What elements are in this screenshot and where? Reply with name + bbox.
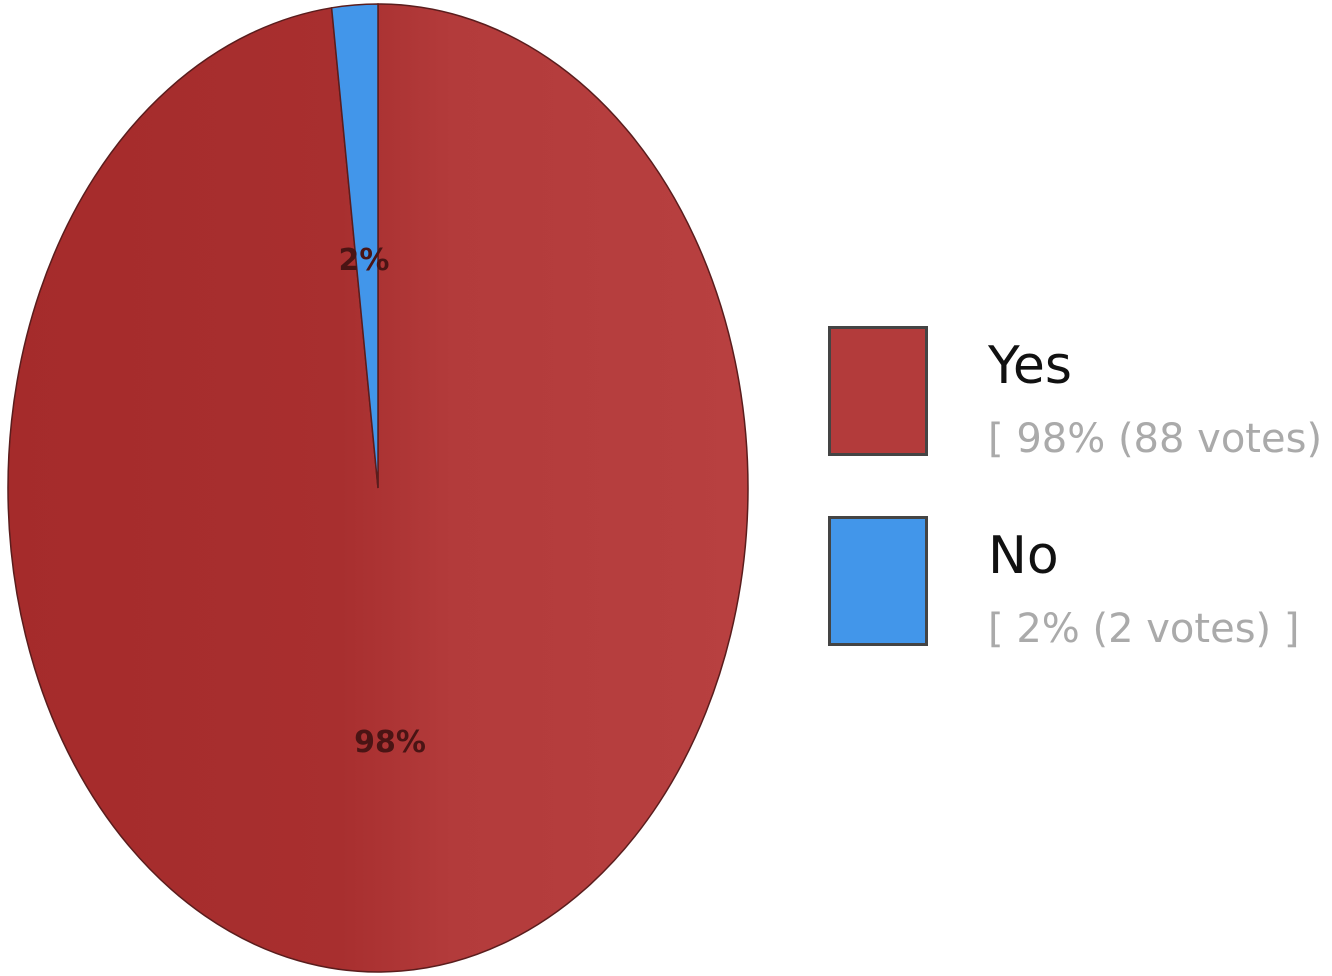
legend-item-no: No [ 2% (2 votes) ] bbox=[828, 516, 1328, 706]
legend-item-yes: Yes [ 98% (88 votes) ] bbox=[828, 326, 1332, 516]
pie-chart: 2% 98% bbox=[7, 3, 749, 973]
legend-swatch-no bbox=[828, 516, 928, 646]
legend-swatch-yes bbox=[828, 326, 928, 456]
legend-name-yes: Yes bbox=[988, 336, 1072, 396]
slice-label-yes: 98% bbox=[354, 725, 426, 760]
legend-detail-no: [ 2% (2 votes) ] bbox=[988, 606, 1300, 652]
legend: Yes [ 98% (88 votes) ] No [ 2% (2 votes)… bbox=[828, 326, 1332, 706]
legend-detail-yes: [ 98% (88 votes) ] bbox=[988, 416, 1332, 462]
pie-slice-no bbox=[330, 3, 379, 489]
legend-name-no: No bbox=[988, 526, 1059, 586]
slice-label-no: 2% bbox=[339, 243, 390, 278]
